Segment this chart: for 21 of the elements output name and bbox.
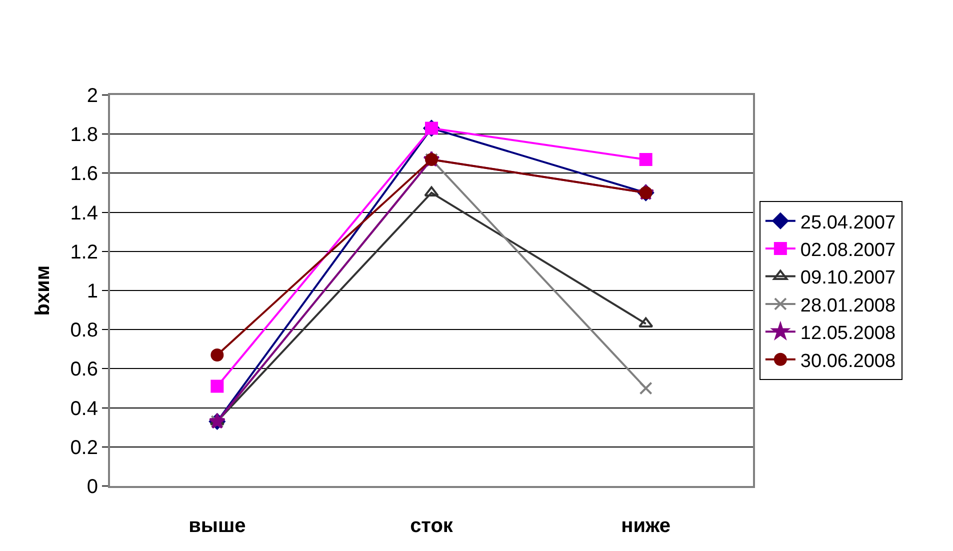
legend-label: 02.08.2007 [800,240,896,261]
y-tick-label: 1.6 [70,163,98,186]
y-tick-label: 0 [86,476,98,498]
y-tick-label: 0.2 [70,436,98,459]
y-tick-label: 0.8 [70,320,98,342]
y-axis-title: bхим [32,265,54,316]
y-tick-label: 1 [86,280,98,302]
legend-label: 28.01.2008 [800,295,896,316]
x-tick-label: ниже [621,515,671,537]
y-tick-label: 1.8 [70,124,98,146]
legend-label: 09.10.2007 [800,268,896,289]
y-tick-label: 2 [86,85,98,107]
y-tick-label: 1.4 [70,202,98,224]
x-tick-label: выше [188,515,246,537]
y-tick-label: 0.4 [70,398,98,420]
y-tick-label: 0.6 [70,358,98,381]
y-tick-label: 1.2 [70,241,98,264]
legend-label: 12.05.2008 [800,323,896,344]
x-tick-label: сток [410,515,454,537]
legend-label: 30.06.2008 [800,350,896,372]
legend-label: 25.04.2007 [800,212,896,234]
